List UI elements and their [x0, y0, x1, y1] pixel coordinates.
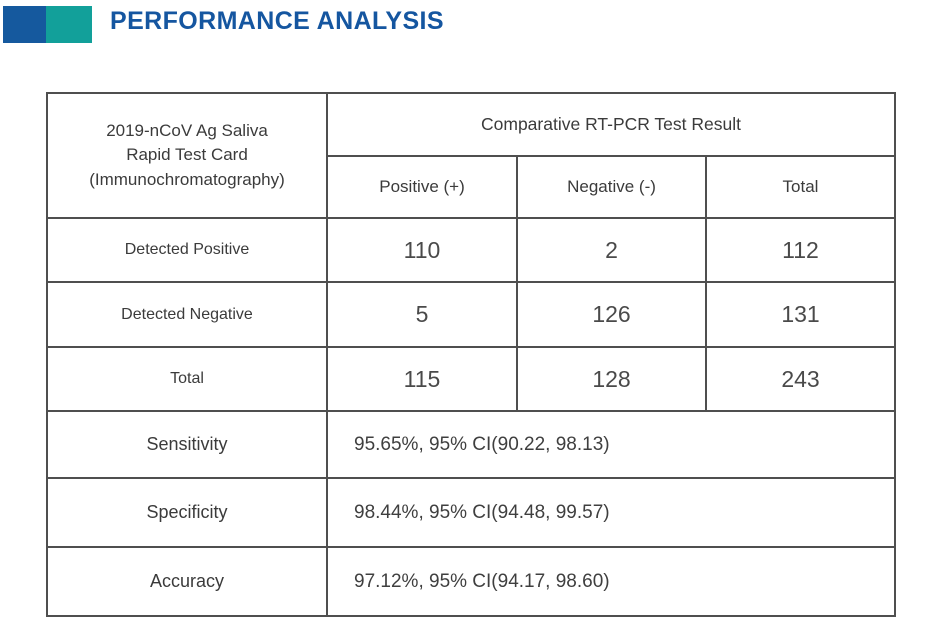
page-title: PERFORMANCE ANALYSIS	[110, 7, 444, 35]
column-group-header-cell: Comparative RT-PCR Test Result	[325, 92, 897, 157]
row-header-cell: 2019-nCoV Ag Saliva Rapid Test Card (Imm…	[46, 92, 328, 219]
metric-value-accuracy: 97.12%, 95% CI(94.17, 98.60)	[325, 546, 897, 617]
table-row-subheader: Positive (+) Negative (-) Total	[47, 155, 897, 219]
column-header-negative: Negative (-)	[516, 155, 707, 219]
metric-value-specificity: 98.44%, 95% CI(94.48, 99.57)	[325, 477, 897, 548]
logo-square-teal-icon	[46, 6, 92, 43]
metric-label-specificity: Specificity	[46, 477, 328, 548]
table-row-metric: Sensitivity 95.65%, 95% CI(90.22, 98.13)	[46, 410, 897, 479]
cell-value: 110	[326, 217, 518, 283]
table-row-header-group: 2019-nCoV Ag Saliva Rapid Test Card (Imm…	[46, 92, 897, 219]
table-row: Total 115 128 243	[46, 346, 897, 412]
metric-value-sensitivity: 95.65%, 95% CI(90.22, 98.13)	[325, 410, 897, 479]
cell-value: 243	[704, 346, 897, 412]
cell-value: 112	[704, 217, 897, 283]
logo	[3, 6, 92, 43]
table-row: Detected Positive 110 2 112	[46, 217, 897, 283]
cell-value: 2	[516, 217, 707, 283]
row-label-detected-positive: Detected Positive	[46, 217, 328, 283]
table-row: Detected Negative 5 126 131	[46, 281, 897, 348]
metric-label-sensitivity: Sensitivity	[46, 410, 328, 479]
row-label-detected-negative: Detected Negative	[46, 281, 328, 348]
logo-square-blue-icon	[3, 6, 46, 43]
cell-value: 131	[704, 281, 897, 348]
cell-value: 115	[326, 346, 518, 412]
column-header-positive: Positive (+)	[326, 155, 518, 219]
column-header-total: Total	[704, 155, 897, 219]
row-label-total: Total	[46, 346, 328, 412]
cell-value: 128	[516, 346, 707, 412]
table-row-metric: Specificity 98.44%, 95% CI(94.48, 99.57)	[46, 477, 897, 548]
metric-label-accuracy: Accuracy	[46, 546, 328, 617]
cell-value: 126	[516, 281, 707, 348]
table-row-metric: Accuracy 97.12%, 95% CI(94.17, 98.60)	[46, 546, 897, 617]
cell-value: 5	[326, 281, 518, 348]
performance-table: 2019-nCoV Ag Saliva Rapid Test Card (Imm…	[46, 92, 897, 617]
